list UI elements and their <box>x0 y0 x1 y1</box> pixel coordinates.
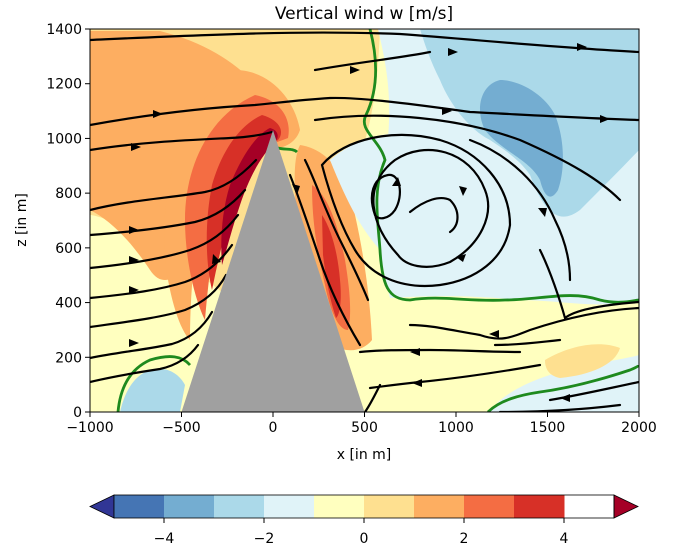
streamline-arrow <box>577 43 587 51</box>
streamline-arrow <box>153 110 163 118</box>
contour-fill-ridge-red <box>206 115 282 290</box>
streamline <box>408 196 459 234</box>
streamline <box>90 130 274 152</box>
y-tick-label: 1200 <box>46 77 82 93</box>
streamline <box>303 158 370 302</box>
mountain-obstacle <box>181 130 365 412</box>
streamline <box>468 138 572 282</box>
streamline <box>90 158 258 212</box>
zero-contour-lower-left <box>116 355 192 412</box>
streamline-arrow <box>129 226 139 234</box>
contour-fill-upper-blue <box>480 80 563 197</box>
streamline <box>548 380 639 402</box>
contour-fills <box>90 29 639 412</box>
colorbar-extend-low <box>89 494 115 519</box>
colorbar-segment <box>164 495 215 518</box>
y-tick-label: 600 <box>55 241 82 257</box>
streamline-arrow <box>448 48 458 56</box>
colorbar-segment <box>514 495 565 518</box>
y-axis: 0 200 400 600 800 1000 1200 1400 <box>46 22 90 421</box>
streamline-arrow <box>459 186 467 196</box>
plot-area <box>90 29 639 412</box>
streamline <box>408 306 639 340</box>
colorbar-tick-label: 2 <box>460 531 469 547</box>
chart-title: Vertical wind w [m/s] <box>275 4 453 24</box>
x-tick-label: 500 <box>351 420 378 436</box>
colorbar-segment <box>464 495 515 518</box>
streamline <box>358 348 522 354</box>
contour-fill-lee-red <box>322 215 341 318</box>
y-tick-label: 200 <box>55 350 82 366</box>
y-axis-label: z [in m] <box>14 193 30 247</box>
colorbar-tick-label: 0 <box>360 531 369 547</box>
streamline-arrow <box>392 177 401 186</box>
streamline-arrow <box>212 254 221 264</box>
x-tick-label: −1000 <box>66 420 113 436</box>
streamline-arrow <box>412 379 422 387</box>
colorbar-tick-label: −4 <box>154 531 175 547</box>
contour-fill-lower-right-light-green <box>490 355 639 412</box>
streamline-arrow <box>456 254 466 262</box>
streamline <box>90 31 639 54</box>
streamline <box>90 188 247 237</box>
streamline <box>538 248 639 320</box>
streamline <box>90 96 639 127</box>
zero-contour-lower-right <box>487 364 639 412</box>
streamline <box>368 363 542 390</box>
streamline <box>288 173 362 347</box>
streamline <box>320 133 512 287</box>
streamline <box>363 383 382 412</box>
x-tick-label: 0 <box>269 420 278 436</box>
streamline-arrow <box>350 66 360 74</box>
streamline <box>372 148 490 268</box>
colorbar-segment <box>314 495 365 518</box>
colorbar-tick-label: −2 <box>254 531 275 547</box>
y-tick-label: 0 <box>73 405 82 421</box>
streamline <box>313 50 432 72</box>
streamline-arrow <box>600 115 610 123</box>
zero-contour-lee-crest <box>277 146 298 154</box>
streamline-arrow <box>129 256 139 264</box>
colorbar-segment <box>264 495 315 518</box>
streamline-arrow <box>129 339 139 347</box>
contour-fill-rotor-light-green <box>330 133 493 267</box>
contour-fill-lower-right-light-orange <box>545 344 620 378</box>
contour-fill-lower-left-light-blue <box>120 368 185 412</box>
y-tick-label: 800 <box>55 186 82 202</box>
streamline-arrow <box>131 143 141 151</box>
streamline-arrow <box>442 107 452 115</box>
streamline-arrow <box>292 184 300 195</box>
x-tick-label: 1000 <box>438 420 474 436</box>
x-axis: −1000 −500 0 500 1000 1500 2000 <box>66 412 657 436</box>
streamlines <box>90 31 639 412</box>
colorbar-segment <box>414 495 465 518</box>
x-tick-label: 1500 <box>530 420 566 436</box>
streamline-arrows <box>129 43 610 402</box>
streamline <box>90 273 228 329</box>
streamline-arrow <box>560 394 570 402</box>
streamline-arrow <box>129 286 139 294</box>
colorbar-extend-high <box>613 494 639 519</box>
streamline-arrow <box>489 330 499 338</box>
y-tick-label: 1400 <box>46 22 82 38</box>
x-axis-label: x [in m] <box>337 447 392 463</box>
streamline <box>90 310 214 360</box>
streamline <box>90 213 240 270</box>
colorbar-segment <box>114 495 165 518</box>
streamline <box>493 338 562 347</box>
x-tick-label: −500 <box>162 420 200 436</box>
streamline <box>90 343 200 384</box>
colorbar: −4 −2 0 2 4 <box>89 494 639 547</box>
x-tick-label: 2000 <box>621 420 657 436</box>
colorbar-tick-label: 4 <box>560 531 569 547</box>
streamline-arrow <box>410 348 420 356</box>
streamline <box>370 173 402 220</box>
streamline-arrow <box>538 208 547 217</box>
colorbar-segment <box>214 495 265 518</box>
streamline <box>313 114 622 202</box>
colorbar-segment <box>364 495 415 518</box>
y-tick-label: 400 <box>55 296 82 312</box>
y-tick-label: 1000 <box>46 131 82 147</box>
